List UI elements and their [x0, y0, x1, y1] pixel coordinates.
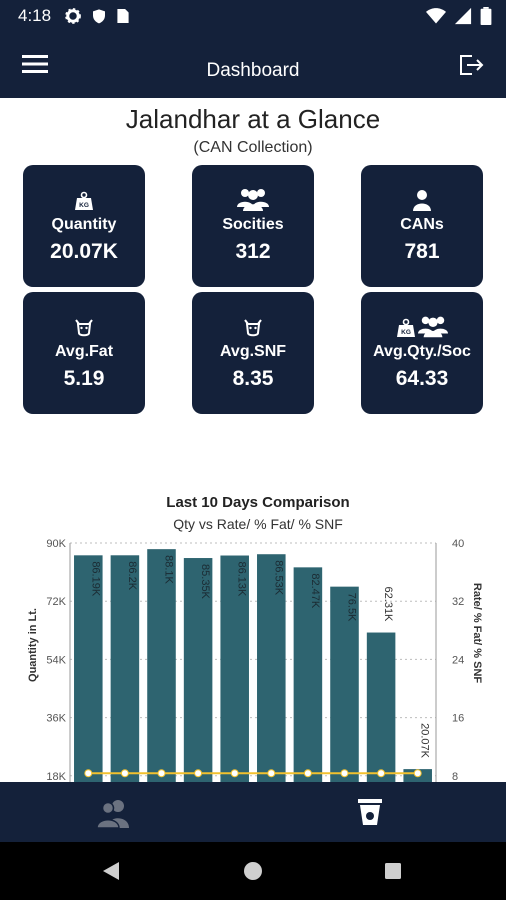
- card-value: 781: [404, 240, 440, 263]
- status-time: 4:18: [18, 6, 52, 25]
- bar-data-label: 86.13K: [236, 562, 248, 598]
- series-point[interactable]: [267, 769, 276, 778]
- weight-kg-icon: KG: [397, 318, 415, 337]
- bar[interactable]: [257, 554, 286, 782]
- bar[interactable]: [366, 632, 396, 782]
- comparison-chart: Last 10 Days Comparison Qty vs Rate/ % F…: [27, 494, 483, 782]
- svg-text:KG: KG: [401, 329, 411, 336]
- chart-subtitle: Qty vs Rate/ % Fat/ % SNF: [173, 516, 343, 532]
- cow-icon: [75, 319, 93, 337]
- people-icon[interactable]: [96, 798, 132, 828]
- bar[interactable]: [330, 586, 359, 782]
- y-tick-label: 72K: [46, 596, 66, 608]
- signal-icon: [454, 7, 472, 25]
- home-icon[interactable]: [243, 861, 263, 881]
- series-point[interactable]: [194, 769, 203, 778]
- wifi-icon: [426, 8, 446, 24]
- y-axis-label: Quantity in Lt.: [27, 608, 39, 682]
- page-title: Jalandhar at a Glance: [125, 104, 381, 134]
- y2-axis-label: Rate/ % Fat/ % SNF: [471, 583, 483, 684]
- series-point[interactable]: [340, 769, 349, 778]
- bar-data-label: 86.53K: [272, 560, 284, 596]
- person-icon: [413, 190, 431, 211]
- system-navigation: [0, 842, 506, 900]
- bar-data-label: 62.31K: [382, 587, 394, 623]
- series-point[interactable]: [303, 769, 312, 778]
- group-icon: [237, 189, 269, 211]
- bar[interactable]: [147, 549, 176, 782]
- bottom-navigation: [0, 782, 506, 842]
- card-value: 5.19: [63, 367, 105, 390]
- card-label: CANs: [400, 216, 444, 233]
- battery-icon: [480, 7, 492, 25]
- bar[interactable]: [183, 558, 213, 782]
- app-bar: Dashboard: [0, 32, 506, 98]
- cans-card[interactable]: CANs 781: [361, 165, 483, 287]
- series-point[interactable]: [413, 769, 422, 778]
- card-value: 312: [235, 240, 271, 263]
- avg-fat-card[interactable]: Avg.Fat 5.19: [23, 292, 145, 414]
- group-icon: [418, 316, 448, 338]
- avg-snf-card[interactable]: Avg.SNF 8.35: [192, 292, 314, 414]
- card-value: 64.33: [395, 367, 449, 390]
- y-tick-label: 18K: [46, 771, 66, 782]
- card-value: 8.35: [232, 367, 274, 390]
- bar-data-label: 20.07K: [419, 723, 431, 759]
- y2-tick-label: 24: [452, 654, 464, 666]
- y2-tick-label: 40: [452, 538, 464, 550]
- shield-icon: [93, 9, 105, 24]
- y2-tick-label: 8: [452, 771, 458, 782]
- bar[interactable]: [220, 555, 249, 782]
- series-point[interactable]: [84, 769, 93, 778]
- card-label: Avg.Qty./Soc: [373, 343, 471, 360]
- bar-data-label: 82.47K: [309, 573, 321, 609]
- weight-kg-icon: KG: [75, 191, 93, 210]
- cup-icon[interactable]: [356, 797, 384, 827]
- series-point[interactable]: [377, 769, 386, 778]
- logout-icon[interactable]: [458, 53, 484, 77]
- series-point[interactable]: [120, 769, 129, 778]
- avg-qty-soc-card[interactable]: KG Avg.Qty./Soc 64.33: [361, 292, 483, 414]
- y-tick-label: 54K: [46, 654, 66, 666]
- bar-data-label: 86.19K: [89, 561, 101, 597]
- page-subtitle: (CAN Collection): [193, 139, 313, 156]
- gear-icon: [65, 8, 81, 24]
- socities-card[interactable]: Socities 312: [192, 165, 314, 287]
- series-point[interactable]: [157, 769, 166, 778]
- series-point[interactable]: [230, 769, 239, 778]
- bar-data-label: 86.2K: [126, 561, 138, 590]
- status-bar: 4:18: [0, 0, 506, 32]
- y2-tick-label: 32: [452, 596, 464, 608]
- bar-data-label: 85.35K: [199, 564, 211, 600]
- bar-data-label: 88.1K: [163, 555, 175, 584]
- chart-title: Last 10 Days Comparison: [166, 494, 349, 511]
- menu-icon[interactable]: [22, 54, 48, 74]
- card-value: 20.07K: [50, 240, 118, 263]
- y2-tick-label: 16: [452, 713, 464, 725]
- y-tick-label: 36K: [46, 713, 66, 725]
- bar[interactable]: [110, 555, 140, 782]
- back-icon[interactable]: [101, 861, 121, 881]
- sim-card-icon: [117, 9, 129, 23]
- card-label: Socities: [222, 216, 284, 233]
- card-label: Avg.SNF: [219, 343, 287, 360]
- quantity-card[interactable]: KG Quantity 20.07K: [23, 165, 145, 287]
- card-label: Avg.Fat: [54, 343, 114, 360]
- recents-icon[interactable]: [384, 862, 402, 880]
- bar[interactable]: [74, 555, 103, 782]
- svg-text:KG: KG: [79, 202, 89, 209]
- y-tick-label: 90K: [46, 538, 66, 550]
- cow-icon: [244, 319, 262, 337]
- card-label: Quantity: [51, 216, 117, 233]
- app-title: Dashboard: [206, 60, 300, 81]
- bar-data-label: 76.5K: [346, 593, 358, 622]
- bar[interactable]: [293, 567, 323, 782]
